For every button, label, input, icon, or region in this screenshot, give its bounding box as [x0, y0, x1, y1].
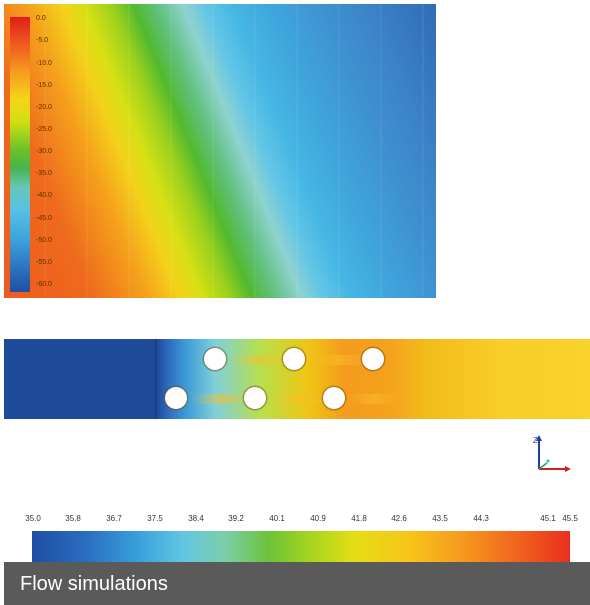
- colorbar-tick: -50.0: [36, 237, 52, 244]
- scale-label: 39.2: [228, 514, 244, 523]
- scale-label: 45.1: [540, 514, 556, 523]
- colorbar-tick: -30.0: [36, 148, 52, 155]
- wake-region: [309, 355, 369, 365]
- axis-z-label: Z: [533, 436, 538, 445]
- scale-label: 45.5: [562, 514, 578, 523]
- colorbar-tick: -55.0: [36, 259, 52, 266]
- colorbar-tick: -60.0: [36, 281, 52, 288]
- scale-label: 40.1: [269, 514, 285, 523]
- scale-label: 41.8: [351, 514, 367, 523]
- caption-bar: Flow simulations: [4, 562, 590, 605]
- cylinder: [244, 387, 266, 409]
- scale-label: 43.5: [432, 514, 448, 523]
- scale-label: 37.5: [147, 514, 163, 523]
- colorbar-tick: -15.0: [36, 82, 52, 89]
- top-colorbar: [10, 17, 30, 292]
- colorbar-tick: -5.0: [36, 37, 49, 44]
- colorbar-tick: -25.0: [36, 126, 52, 133]
- colorbar-tick: -20.0: [36, 104, 52, 111]
- cylinder: [165, 387, 187, 409]
- scale-label: 40.9: [310, 514, 326, 523]
- scale-labels: 35.0 35.8 36.7 37.5 38.4 39.2 40.1 40.9 …: [0, 514, 590, 528]
- color-scale-bar: [32, 531, 570, 562]
- scale-label: 35.8: [65, 514, 81, 523]
- scale-label: 35.0: [25, 514, 41, 523]
- inlet-divider: [155, 339, 157, 419]
- scale-label: 44.3: [473, 514, 489, 523]
- caption-text: Flow simulations: [20, 573, 168, 595]
- colorbar-tick: -10.0: [36, 60, 52, 67]
- colorbar-tick: -45.0: [36, 215, 52, 222]
- wake-region: [191, 394, 251, 404]
- cylinder: [204, 348, 226, 370]
- cylinder-flow-simulation: [4, 339, 590, 419]
- temperature-contour-plot: 0.0 -5.0 -10.0 -15.0 -20.0 -25.0 -30.0 -…: [4, 4, 436, 298]
- scale-label: 36.7: [106, 514, 122, 523]
- colorbar-tick: 0.0: [36, 15, 46, 22]
- wake-region: [270, 394, 330, 404]
- scale-label: 38.4: [188, 514, 204, 523]
- wake-region: [349, 394, 399, 404]
- cylinder: [323, 387, 345, 409]
- cylinder: [362, 348, 384, 370]
- scale-label: 42.6: [391, 514, 407, 523]
- wake-region: [230, 355, 290, 365]
- axis-triad-icon: Z: [533, 435, 571, 472]
- colorbar-tick: -35.0: [36, 170, 52, 177]
- contour-overlay: [4, 4, 436, 298]
- cylinder: [283, 348, 305, 370]
- colorbar-tick: -40.0: [36, 192, 52, 199]
